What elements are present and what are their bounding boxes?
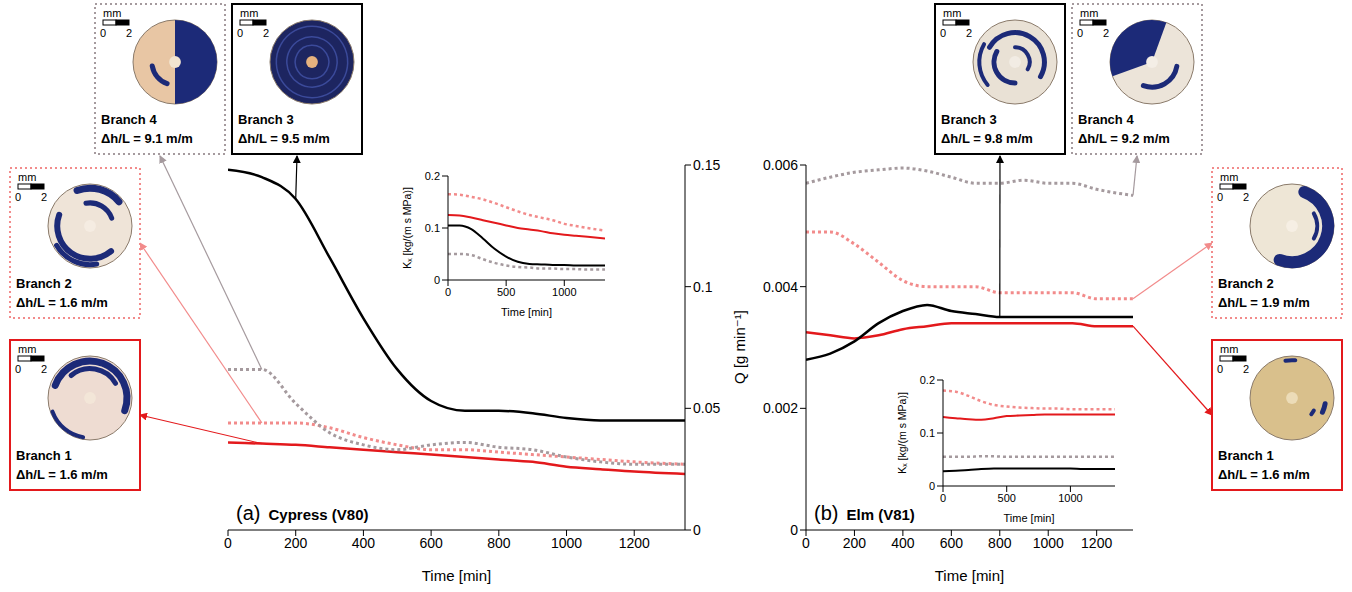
svg-text:Branch 3: Branch 3 — [238, 112, 294, 127]
svg-text:Branch 2: Branch 2 — [16, 276, 72, 291]
svg-text:0: 0 — [434, 274, 440, 286]
svg-text:mm: mm — [18, 343, 36, 355]
svg-text:600: 600 — [419, 535, 443, 551]
svg-text:0: 0 — [237, 27, 243, 39]
svg-text:Δh/L = 9.5 m/m: Δh/L = 9.5 m/m — [238, 131, 330, 146]
svg-text:1000: 1000 — [1033, 535, 1064, 551]
svg-text:Q [g min⁻¹]: Q [g min⁻¹] — [731, 310, 748, 384]
svg-text:0.006: 0.006 — [763, 157, 798, 173]
svg-text:0.05: 0.05 — [693, 400, 720, 416]
svg-text:2: 2 — [1243, 363, 1249, 375]
svg-text:1000: 1000 — [551, 535, 582, 551]
svg-text:0.2: 0.2 — [425, 170, 440, 182]
svg-text:2: 2 — [41, 191, 47, 203]
svg-text:0.15: 0.15 — [693, 157, 720, 173]
svg-text:0: 0 — [940, 492, 946, 504]
svg-text:2: 2 — [1243, 191, 1249, 203]
svg-text:0.002: 0.002 — [763, 400, 798, 416]
svg-text:0: 0 — [100, 27, 106, 39]
svg-text:200: 200 — [284, 535, 308, 551]
svg-text:Δh/L = 9.2 m/m: Δh/L = 9.2 m/m — [1078, 131, 1170, 146]
svg-text:500: 500 — [497, 286, 515, 298]
svg-text:1000: 1000 — [552, 286, 576, 298]
svg-text:mm: mm — [103, 7, 121, 19]
svg-text:2: 2 — [41, 363, 47, 375]
svg-text:0: 0 — [224, 535, 232, 551]
svg-text:2: 2 — [263, 27, 269, 39]
svg-text:0.2: 0.2 — [920, 374, 935, 386]
svg-text:mm: mm — [18, 171, 36, 183]
svg-text:0: 0 — [1217, 363, 1223, 375]
svg-text:0: 0 — [445, 286, 451, 298]
svg-text:0.1: 0.1 — [425, 222, 440, 234]
svg-text:2: 2 — [126, 27, 132, 39]
svg-text:0.1: 0.1 — [920, 427, 935, 439]
svg-text:Δh/L = 1.6 m/m: Δh/L = 1.6 m/m — [16, 295, 108, 310]
svg-text:0: 0 — [15, 363, 21, 375]
svg-text:Δh/L = 1.6 m/m: Δh/L = 1.6 m/m — [1218, 467, 1310, 482]
svg-text:0.004: 0.004 — [763, 279, 798, 295]
svg-text:800: 800 — [988, 535, 1012, 551]
svg-text:Time [min]: Time [min] — [935, 567, 1004, 584]
svg-text:(b)Elm (V81): (b)Elm (V81) — [814, 502, 915, 524]
svg-text:400: 400 — [352, 535, 376, 551]
svg-text:0: 0 — [15, 191, 21, 203]
svg-text:mm: mm — [240, 7, 258, 19]
svg-text:0: 0 — [1217, 191, 1223, 203]
svg-text:mm: mm — [1220, 343, 1238, 355]
svg-text:Branch 2: Branch 2 — [1218, 276, 1274, 291]
svg-text:1200: 1200 — [1081, 535, 1112, 551]
svg-text:600: 600 — [940, 535, 964, 551]
svg-text:Branch 3: Branch 3 — [941, 112, 997, 127]
svg-text:Branch 4: Branch 4 — [101, 112, 157, 127]
svg-text:0: 0 — [1077, 27, 1083, 39]
svg-text:mm: mm — [943, 7, 961, 19]
svg-text:500: 500 — [998, 492, 1016, 504]
svg-text:Kₓ [kg/(m s MPa)]: Kₓ [kg/(m s MPa)] — [401, 187, 413, 269]
svg-text:200: 200 — [843, 535, 867, 551]
svg-text:Δh/L = 1.9 m/m: Δh/L = 1.9 m/m — [1218, 295, 1310, 310]
svg-text:Time [min]: Time [min] — [501, 306, 552, 318]
svg-text:1000: 1000 — [1058, 492, 1082, 504]
svg-text:mm: mm — [1220, 171, 1238, 183]
svg-text:Time [min]: Time [min] — [1004, 512, 1055, 524]
svg-text:Branch 4: Branch 4 — [1078, 112, 1134, 127]
svg-text:2: 2 — [966, 27, 972, 39]
svg-text:mm: mm — [1080, 7, 1098, 19]
svg-text:Kₓ [kg/(m s MPa)]: Kₓ [kg/(m s MPa)] — [896, 392, 908, 474]
svg-text:1200: 1200 — [619, 535, 650, 551]
svg-text:0: 0 — [693, 522, 701, 538]
svg-text:Branch 1: Branch 1 — [16, 448, 72, 463]
svg-text:800: 800 — [487, 535, 511, 551]
svg-text:0.1: 0.1 — [693, 279, 713, 295]
svg-text:0: 0 — [929, 480, 935, 492]
svg-text:Δh/L = 9.8 m/m: Δh/L = 9.8 m/m — [941, 131, 1033, 146]
svg-text:400: 400 — [891, 535, 915, 551]
svg-text:Time [min]: Time [min] — [422, 567, 491, 584]
svg-text:(a)Cypress (V80): (a)Cypress (V80) — [236, 502, 369, 524]
svg-text:Branch 1: Branch 1 — [1218, 448, 1274, 463]
svg-text:Δh/L = 9.1 m/m: Δh/L = 9.1 m/m — [101, 131, 193, 146]
svg-text:2: 2 — [1103, 27, 1109, 39]
svg-text:Δh/L = 1.6 m/m: Δh/L = 1.6 m/m — [16, 467, 108, 482]
svg-text:0: 0 — [790, 522, 798, 538]
svg-text:0: 0 — [940, 27, 946, 39]
svg-text:0: 0 — [802, 535, 810, 551]
